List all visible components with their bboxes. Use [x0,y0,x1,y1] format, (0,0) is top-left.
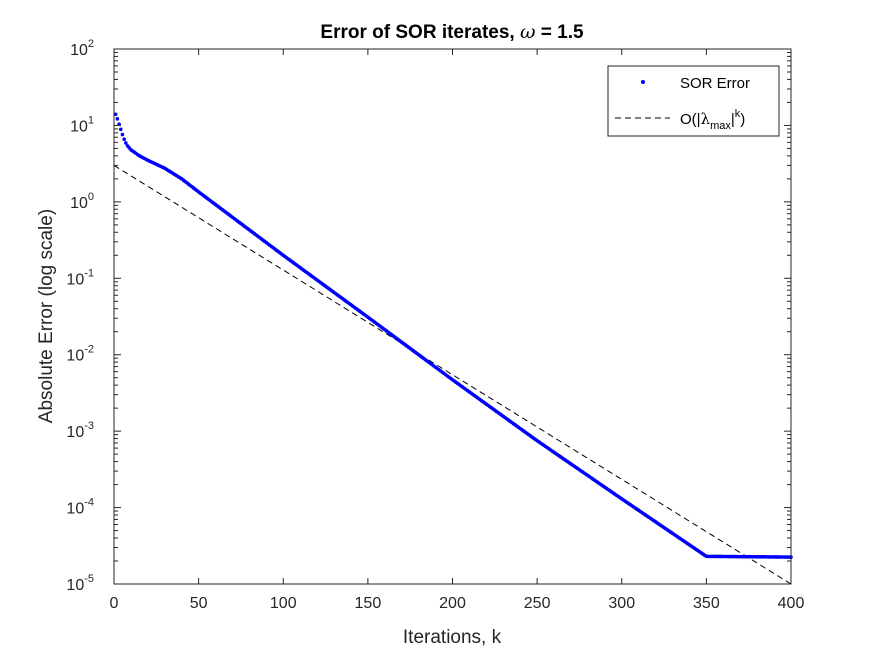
legend-box [607,65,780,137]
y-tick-label: 100 [70,191,94,212]
y-tick-label: 10-2 [66,344,94,365]
legend-bound-mid: | [731,111,735,128]
title-suffix: = 1.5 [535,22,583,43]
data-layer [113,112,793,585]
x-tick-label: 50 [190,595,208,612]
sor-error-point [124,141,128,145]
y-tick-label: 10-1 [66,267,94,288]
x-tick-label: 350 [693,595,720,612]
bound-series-line [113,164,792,585]
x-tick-label: 0 [110,595,119,612]
sor-error-point [115,117,120,121]
x-tick-label: 300 [608,595,635,612]
legend-bound-sup: k [735,108,741,120]
y-tick-label: 10-4 [66,497,94,518]
legend-bound-symbol: λ [701,110,711,128]
title-symbol: ω [520,21,536,43]
legend-bound-prefix: O(| [680,111,701,128]
sor-error-point [118,127,123,132]
legend-marker-sor-error [641,80,645,84]
x-tick-label: 150 [355,595,382,612]
legend-bound-suffix: ) [740,111,745,128]
sor-error-point [122,137,126,142]
chart-title: Error of SOR iterates, ω = 1.5 [320,21,584,43]
sor-error-series [113,112,793,559]
y-axis-label: Absolute Error (log scale) [36,209,57,423]
x-tick-label: 100 [270,595,297,612]
svg-text:Error of SOR iterates, ω = 1.5: Error of SOR iterates, ω = 1.5 [320,21,584,43]
y-tick-label: 101 [70,114,94,135]
ticks-layer: 0 50 100 150 200 250 300 350 400 10-5 10-4 10-3 10-2… [66,38,804,612]
x-tick-label: 200 [439,595,466,612]
y-tick-label: 10-5 [66,573,94,594]
y-tick-label: 102 [70,38,94,59]
legend: SOR Error O(|λmax|k) [607,65,780,137]
y-tick-label: 10-3 [66,420,94,441]
legend-bound-sub: max [710,120,731,132]
legend-label-bound: O(|λmax|k) [680,108,745,132]
sor-error-point [120,132,125,137]
title-prefix: Error of SOR iterates, [320,22,520,43]
sor-error-point [113,112,118,117]
legend-label-sor-error: SOR Error [680,75,750,92]
x-tick-label: 400 [778,595,805,612]
x-axis-label: Iterations, k [403,627,502,648]
x-tick-label: 250 [524,595,551,612]
